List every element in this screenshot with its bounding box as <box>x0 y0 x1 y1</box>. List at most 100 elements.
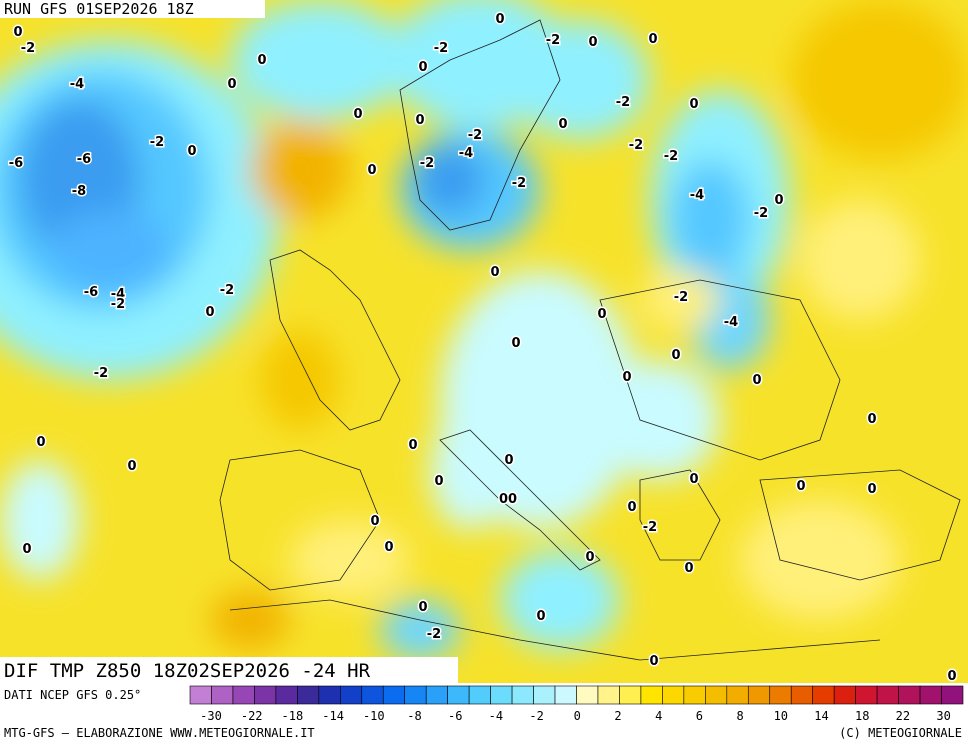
field-blob <box>740 500 900 620</box>
source-label: DATI NCEP GFS 0.25° <box>4 688 141 702</box>
contour-label: -2 <box>220 283 234 298</box>
scale-label: -6 <box>448 709 462 723</box>
contour-label: -6 <box>9 156 23 171</box>
contour-label: 0 <box>370 514 379 529</box>
contour-label: 0 <box>867 412 876 427</box>
scale-label: -22 <box>241 709 263 723</box>
contour-label: 0 <box>13 25 22 40</box>
contour-label: 0 <box>418 600 427 615</box>
field-blob <box>415 145 485 215</box>
contour-label: 0 <box>205 305 214 320</box>
field-blob <box>380 600 460 660</box>
scale-label: -14 <box>322 709 344 723</box>
contour-label: 0 <box>627 500 636 515</box>
contour-label: -2 <box>420 156 434 171</box>
contour-label: 0 <box>947 669 956 684</box>
credit-label: MTG-GFS — ELABORAZIONE WWW.METEOGIORNALE… <box>4 726 315 740</box>
field-blob <box>260 330 340 430</box>
contour-label: 0 <box>622 370 631 385</box>
contour-label: 0 <box>495 12 504 27</box>
contour-label: -2 <box>664 149 678 164</box>
contour-label: -2 <box>674 290 688 305</box>
scale-label: -30 <box>200 709 222 723</box>
contour-label: 0 <box>867 482 876 497</box>
contour-label: 0 <box>558 117 567 132</box>
contour-label: -2 <box>94 366 108 381</box>
scale-label: 10 <box>774 709 788 723</box>
contour-label: 0 <box>36 435 45 450</box>
contour-label: -2 <box>427 627 441 642</box>
contour-label: 0 <box>796 479 805 494</box>
header-box <box>0 0 265 18</box>
scale-label: -4 <box>489 709 503 723</box>
contour-label: 0 <box>434 474 443 489</box>
field-blob <box>600 360 720 480</box>
contour-label: -2 <box>434 41 448 56</box>
contour-label: -2 <box>468 128 482 143</box>
copyright-label: (C) METEOGIORNALE <box>839 726 962 740</box>
contour-label: 0 <box>689 472 698 487</box>
contour-label: -2 <box>546 33 560 48</box>
field-blob <box>210 590 290 650</box>
color-scale <box>189 685 964 705</box>
contour-label: 0 <box>774 193 783 208</box>
contour-label: 0 <box>227 77 236 92</box>
contour-label: 0 <box>536 609 545 624</box>
contour-label: 0 <box>22 542 31 557</box>
contour-label: 0 <box>127 459 136 474</box>
field-blob <box>670 160 750 280</box>
scale-label: 22 <box>896 709 910 723</box>
scale-label: -10 <box>363 709 385 723</box>
field-blob <box>790 0 968 160</box>
contour-label: 0 <box>257 53 266 68</box>
contour-label: -6 <box>84 285 98 300</box>
contour-label: -2 <box>616 95 630 110</box>
contour-label: 0 <box>689 97 698 112</box>
scale-label: 0 <box>574 709 581 723</box>
field-blob <box>230 0 410 120</box>
contour-label: 0 <box>511 336 520 351</box>
contour-label: 0 <box>408 438 417 453</box>
contour-label: 0 <box>752 373 761 388</box>
contour-label: -2 <box>512 176 526 191</box>
field-blob <box>640 270 720 330</box>
coastlines <box>219 19 961 661</box>
scale-label: 18 <box>855 709 869 723</box>
contour-label: 0 <box>585 550 594 565</box>
contour-label: 0 <box>649 654 658 669</box>
contour-label: -2 <box>150 135 164 150</box>
contour-label: -4 <box>111 287 125 302</box>
contour-label: 0 <box>418 60 427 75</box>
field-blob <box>800 200 920 320</box>
contour-label: 00 <box>499 492 517 507</box>
field-blob <box>290 520 410 600</box>
field-blob <box>50 210 170 290</box>
scale-label: 4 <box>655 709 662 723</box>
contour-label: -2 <box>754 206 768 221</box>
scale-label: -2 <box>529 709 543 723</box>
scale-label: 8 <box>736 709 743 723</box>
contour-label: 0 <box>415 113 424 128</box>
field-label: DIF TMP Z850 18Z02SEP2026 -24 HR <box>4 660 371 682</box>
contour-label: 0 <box>671 348 680 363</box>
contour-label: 0 <box>684 561 693 576</box>
contour-label: 0 <box>648 32 657 47</box>
contour-label: -4 <box>70 77 84 92</box>
contour-label: 0 <box>588 35 597 50</box>
contour-label: -2 <box>21 41 35 56</box>
field-box <box>0 657 458 684</box>
contour-label: 0 <box>353 107 362 122</box>
field-blob <box>510 20 650 140</box>
contour-label: -8 <box>72 184 86 199</box>
contour-label: -4 <box>724 315 738 330</box>
contour-label: -2 <box>629 138 643 153</box>
field-blob <box>250 120 350 220</box>
scale-label: 14 <box>814 709 828 723</box>
contour-label: -2 <box>643 520 657 535</box>
contour-label: 0 <box>367 163 376 178</box>
run-label: RUN GFS 01SEP2026 18Z <box>4 0 194 18</box>
contour-label: -4 <box>459 146 473 161</box>
